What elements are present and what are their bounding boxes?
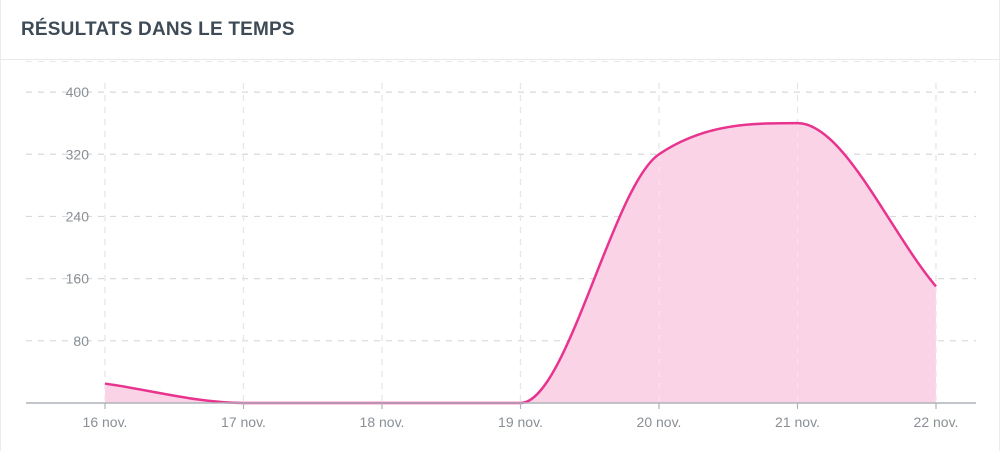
x-tick-label: 17 nov. [221,414,266,430]
x-tick-label: 20 nov. [637,414,682,430]
card-header: RÉSULTATS DANS LE TEMPS [1,0,999,60]
x-tick-label: 16 nov. [83,414,128,430]
card-title: RÉSULTATS DANS LE TEMPS [21,19,295,41]
x-tick-label: 19 nov. [498,414,543,430]
y-tick-label: 320 [66,146,90,162]
results-area-chart: 80 160 240 320 400 16 nov. 17 nov. 18 nov. 19 no… [1,61,1000,451]
y-tick-label: 80 [73,333,89,349]
x-tick-label: 21 nov. [775,414,820,430]
y-tick-label: 160 [66,271,90,287]
x-tick-label: 18 nov. [360,414,405,430]
x-tick-label: 22 nov. [914,414,959,430]
y-tick-label: 240 [66,208,90,224]
y-tick-label: 400 [66,84,90,100]
chart-area: 80 160 240 320 400 16 nov. 17 nov. 18 nov. 19 no… [1,61,1000,451]
